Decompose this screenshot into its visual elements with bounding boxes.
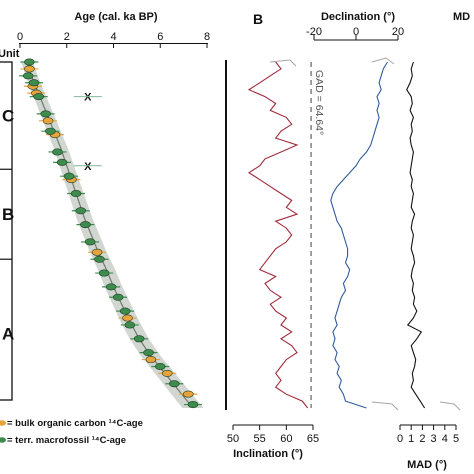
tick-label-mad: 3 [431, 433, 437, 445]
age-tick-label: 4 [110, 31, 116, 43]
legend-label: = bulk organic carbon ¹⁴C-age [7, 418, 143, 429]
panel-b-label: B [253, 11, 263, 27]
inclination-axis-title: Inclination (°) [233, 448, 303, 460]
unit-column [0, 61, 13, 401]
datapoint [122, 314, 133, 322]
legend-marker [0, 420, 6, 426]
series-line-mad [406, 61, 426, 409]
unit-labels: C B A [2, 107, 14, 344]
datapoint [33, 93, 45, 101]
tick-label-inclination: 60 [280, 433, 292, 445]
tick-label-inclination: 50 [227, 433, 239, 445]
series-line-declination [330, 61, 388, 409]
datapoint [94, 255, 105, 263]
panel-b-axes: 50 55 60 65-20 0 200 1 2 3 4 5 [227, 26, 459, 445]
age-tick-label: 0 [17, 31, 23, 43]
datapoint [112, 293, 124, 301]
datapoint [24, 65, 35, 73]
datapoint [40, 110, 52, 118]
age-plot-frame-top [19, 43, 208, 44]
datapoint [143, 349, 154, 357]
age-tick-label: 2 [64, 31, 70, 43]
mad-axis-title: MAD (°) [407, 459, 447, 471]
datapoint [119, 307, 131, 315]
age-axis-ticks: 0 2 4 6 8 [17, 31, 210, 48]
age-axis-title: Age (cal. ka BP) [74, 11, 157, 23]
unit-boundaries [0, 168, 12, 260]
unit-label-b: B [2, 205, 14, 224]
datapoint [70, 189, 82, 197]
tick-label-declination: -20 [306, 26, 322, 38]
gad-label: GAD = 64.64° [313, 70, 325, 135]
tick-label-mad: 4 [442, 433, 448, 445]
panel-b-paleomagnetism: B Declination (°) MD Inclination (°) MAD… [227, 11, 470, 471]
panel-b-series [247, 57, 461, 411]
outlier-marker: X [84, 161, 92, 173]
datapoint [145, 356, 157, 364]
age-model-envelope-area [21, 62, 204, 408]
mad-axis-header: MD [453, 11, 470, 23]
age-tick-label: 6 [157, 31, 163, 43]
datapoint [187, 401, 199, 409]
legend-marker [0, 437, 6, 443]
datapoint [183, 390, 194, 398]
datapoint [63, 172, 75, 180]
datapoint [42, 117, 54, 125]
tick-label-declination: 0 [353, 26, 359, 38]
tick-label-inclination: 55 [254, 433, 266, 445]
datapoint [75, 207, 87, 215]
tick-label-mad: 2 [419, 433, 425, 445]
unit-header: Unit [0, 48, 20, 60]
datapoint [98, 269, 110, 277]
tick-label-mad: 1 [408, 433, 414, 445]
legend-label: = terr. macrofossil ¹⁴C-age [7, 435, 126, 446]
tick-label-mad: 0 [397, 433, 403, 445]
datapoint [52, 148, 63, 156]
series-line-inclination [247, 61, 309, 409]
tick-label-mad: 5 [453, 433, 459, 445]
unit-label-a: A [2, 325, 14, 344]
unit-label-c: C [2, 107, 14, 126]
datapoint [105, 283, 117, 291]
datapoint [45, 127, 56, 135]
datapoint [168, 380, 180, 388]
datapoint [91, 248, 103, 256]
datapoint [161, 369, 173, 377]
tick-label-inclination: 65 [307, 433, 319, 445]
datapoint [84, 238, 96, 246]
declination-cap-top [371, 57, 395, 65]
age-tick-label: 8 [204, 31, 210, 43]
datapoint [154, 362, 166, 370]
inclination-cap-top [269, 59, 297, 67]
datapoint [56, 158, 68, 166]
age-datapoints: XX [19, 58, 202, 409]
tick-label-declination: 20 [392, 26, 404, 38]
datapoint [80, 221, 91, 229]
mad-cap-bottom [439, 401, 461, 411]
declination-axis-title: Declination (°) [321, 11, 395, 23]
datapoint [22, 72, 34, 80]
legend: = bulk organic carbon ¹⁴C-age = terr. mac… [0, 418, 143, 446]
outlier-marker: X [84, 92, 92, 104]
datapoint [24, 58, 35, 66]
datapoint [28, 79, 40, 87]
declination-cap-bottom [371, 401, 399, 411]
datapoint [133, 335, 145, 343]
datapoint [124, 321, 136, 329]
